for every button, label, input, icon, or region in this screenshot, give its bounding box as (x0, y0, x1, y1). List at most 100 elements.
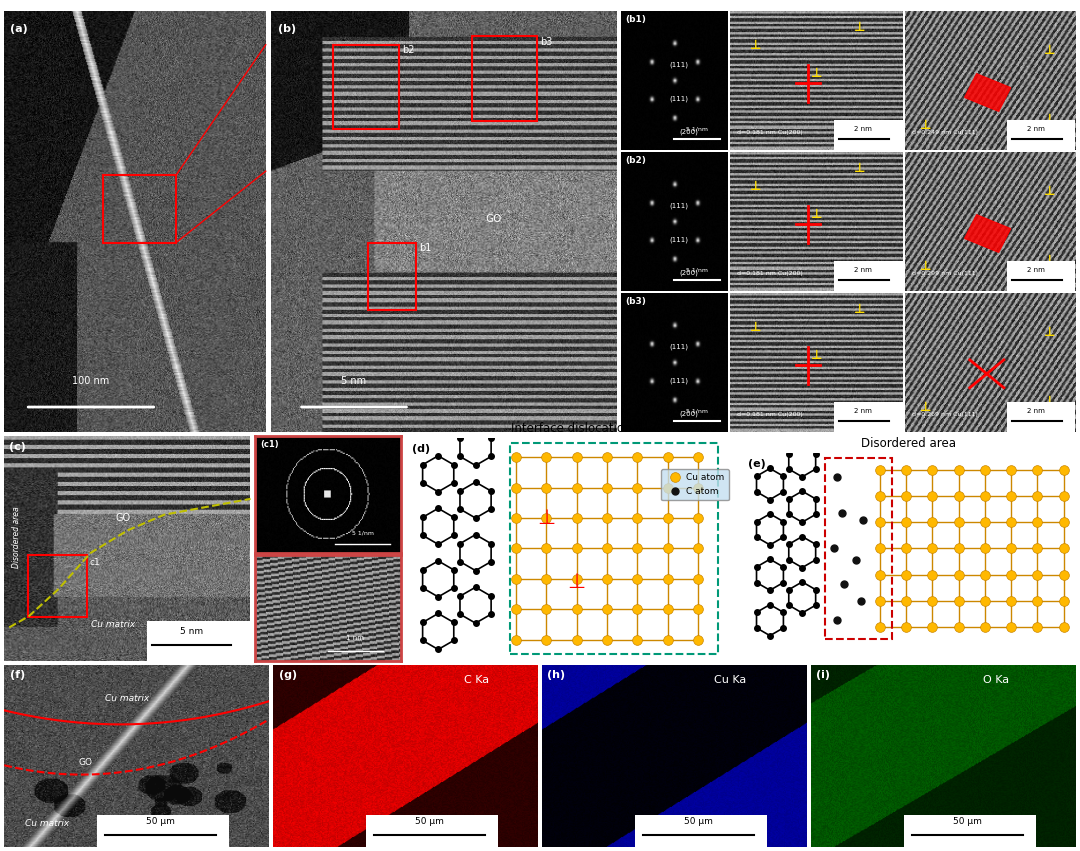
Text: 5 nm: 5 nm (341, 376, 366, 386)
Text: ⊥: ⊥ (1044, 254, 1055, 267)
Text: ⊥: ⊥ (811, 67, 822, 80)
Text: GO: GO (79, 758, 93, 768)
Text: ⊥: ⊥ (537, 508, 555, 528)
Text: ⊥: ⊥ (1044, 43, 1055, 56)
Text: 2 nm: 2 nm (1027, 267, 1045, 273)
Bar (147, 620, 251, 661)
Text: 100 nm: 100 nm (72, 376, 109, 386)
Text: (111): (111) (670, 377, 688, 384)
Bar (825, 458, 892, 639)
Text: (c1): (c1) (260, 441, 280, 449)
Text: 2 nm: 2 nm (854, 126, 872, 132)
Text: b2: b2 (402, 45, 415, 55)
Text: (111): (111) (670, 344, 688, 351)
Text: ⊥: ⊥ (920, 260, 931, 273)
Legend: Cu atom, C atom: Cu atom, C atom (661, 469, 729, 500)
Text: d=0.181 nm Cu(200): d=0.181 nm Cu(200) (737, 129, 802, 134)
Text: (b3): (b3) (625, 297, 646, 306)
Text: 5 1/nm: 5 1/nm (686, 268, 707, 273)
Text: ⊥: ⊥ (811, 349, 822, 363)
Text: (i): (i) (816, 670, 831, 680)
Text: (f): (f) (10, 670, 25, 680)
Text: 5 1/nm: 5 1/nm (686, 408, 707, 414)
Text: (111): (111) (670, 237, 688, 243)
Polygon shape (964, 74, 1011, 111)
Text: d=0.181 nm Cu(200): d=0.181 nm Cu(200) (737, 412, 802, 417)
Text: 2 nm: 2 nm (854, 267, 872, 273)
Text: ⊥: ⊥ (854, 163, 865, 175)
Text: Cu Ka: Cu Ka (714, 675, 746, 685)
Text: C Ka: C Ka (463, 675, 489, 685)
Text: ⊥: ⊥ (1044, 113, 1055, 126)
Text: (e): (e) (748, 459, 766, 469)
Text: 1 nm: 1 nm (347, 635, 364, 641)
Text: 5 nm: 5 nm (180, 627, 203, 637)
Text: 50 μm: 50 μm (953, 817, 982, 825)
Text: (a): (a) (10, 24, 27, 34)
Bar (334, 45, 399, 129)
Bar (366, 814, 498, 848)
Text: 50 μm: 50 μm (415, 817, 444, 825)
Bar (97, 814, 229, 848)
Bar (635, 814, 767, 848)
Text: (h): (h) (548, 670, 566, 680)
Text: O Ka: O Ka (983, 675, 1009, 685)
Text: Cu matrix: Cu matrix (91, 620, 135, 630)
Text: ⊥: ⊥ (920, 119, 931, 132)
Polygon shape (964, 214, 1011, 253)
Text: (111): (111) (670, 95, 688, 102)
Text: 50 μm: 50 μm (684, 817, 713, 825)
Text: d=0.269 nm Cu(111): d=0.269 nm Cu(111) (912, 412, 977, 417)
Bar (1008, 402, 1076, 432)
Text: ⊥: ⊥ (1044, 185, 1055, 197)
Text: Cu matrix: Cu matrix (26, 819, 70, 828)
Text: 5 1/nm: 5 1/nm (686, 127, 707, 132)
Text: 50 μm: 50 μm (146, 817, 175, 825)
Text: (g): (g) (279, 670, 297, 680)
Text: ⊥: ⊥ (1044, 326, 1055, 339)
Bar (28, 555, 87, 617)
Text: (d): (d) (411, 444, 430, 454)
Text: ⊥: ⊥ (854, 303, 865, 317)
Text: (200): (200) (679, 129, 699, 135)
Text: 2 nm: 2 nm (854, 408, 872, 414)
Bar (510, 443, 717, 654)
Text: ⊥: ⊥ (920, 401, 931, 414)
Text: (200): (200) (679, 410, 699, 417)
Title: Interface dislocation: Interface dislocation (511, 422, 631, 435)
Text: b3: b3 (540, 37, 553, 47)
Bar (368, 243, 416, 310)
Bar (1008, 260, 1076, 291)
Text: (c): (c) (10, 443, 26, 453)
Text: (b2): (b2) (625, 157, 646, 165)
Text: c1: c1 (90, 558, 100, 567)
Text: (b): (b) (278, 24, 296, 34)
Text: ⊥: ⊥ (751, 322, 761, 334)
Text: ⊥: ⊥ (751, 180, 761, 193)
Bar (834, 260, 903, 291)
Bar (834, 120, 903, 151)
Text: d=0.181 nm Cu(200): d=0.181 nm Cu(200) (737, 271, 802, 276)
Text: (111): (111) (670, 203, 688, 209)
Bar (904, 814, 1036, 848)
Text: (111): (111) (670, 62, 688, 68)
Text: 2 nm: 2 nm (1027, 408, 1045, 414)
Text: ⊥: ⊥ (811, 208, 822, 221)
Text: GO: GO (485, 214, 502, 224)
Text: (200): (200) (679, 270, 699, 276)
Bar (834, 402, 903, 432)
Text: GO: GO (116, 513, 131, 523)
Text: b1: b1 (419, 243, 432, 254)
Bar (472, 37, 537, 121)
Text: 2 nm: 2 nm (1027, 126, 1045, 132)
Text: ⊥: ⊥ (1044, 395, 1055, 408)
Text: 5 1/nm: 5 1/nm (352, 530, 374, 535)
Text: d=0.249 nm Cu(111): d=0.249 nm Cu(111) (912, 129, 977, 134)
Text: d=0.299 nm Cu(111): d=0.299 nm Cu(111) (912, 271, 977, 276)
Title: Disordered area: Disordered area (861, 437, 956, 450)
Bar (1008, 120, 1076, 151)
Text: Cu matrix: Cu matrix (105, 694, 149, 703)
Text: ⊥: ⊥ (567, 572, 585, 591)
Text: Disordered area: Disordered area (12, 506, 21, 568)
Bar (104, 175, 176, 243)
